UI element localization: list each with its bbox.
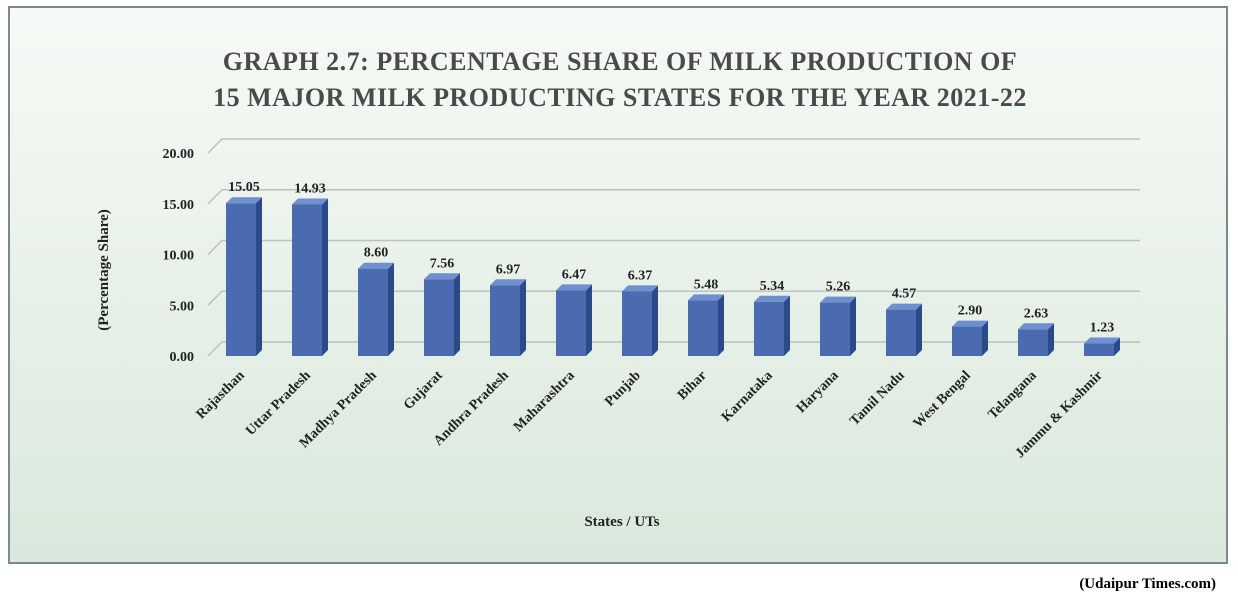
- bar: [424, 273, 460, 356]
- data-label: 7.56: [430, 256, 455, 271]
- data-label: 5.34: [760, 279, 785, 294]
- bar: [556, 284, 592, 356]
- bar: [622, 285, 658, 356]
- gridline: [207, 189, 1140, 205]
- bar: [1084, 337, 1120, 356]
- x-tick-label: Telangana: [986, 368, 1040, 422]
- x-tick-label: Karnataka: [719, 368, 776, 425]
- y-tick-labels: 0.00 5.00 10.00 15.00 20.00: [163, 147, 195, 365]
- x-tick-label: West Bengal: [911, 368, 974, 431]
- chart-panel: GRAPH 2.7: PERCENTAGE SHARE OF MILK PROD…: [8, 6, 1228, 564]
- bar: [226, 197, 262, 356]
- bar: [358, 262, 394, 356]
- source-credit: (Udaipur Times.com): [1079, 576, 1216, 592]
- y-tick-label: 15.00: [163, 198, 195, 213]
- data-label: 2.63: [1024, 306, 1049, 321]
- y-tick-label: 20.00: [163, 147, 195, 162]
- data-label: 14.93: [294, 181, 326, 196]
- x-tick-label: Haryana: [794, 368, 842, 416]
- bars: [226, 197, 1120, 356]
- gridline: [207, 239, 1140, 256]
- x-tick-label: Gujarat: [401, 368, 446, 413]
- y-axis-label: (Percentage Share): [96, 209, 112, 331]
- x-tick-label: Rajasthan: [194, 368, 248, 422]
- x-tick-label: Uttar Pradesh: [243, 368, 314, 439]
- x-tick-label: Bihar: [675, 368, 710, 403]
- data-label: 2.90: [958, 304, 983, 319]
- gridlines: [207, 138, 1140, 357]
- gridline: [207, 341, 1140, 357]
- bar: [1018, 323, 1054, 356]
- data-label: 6.37: [628, 268, 653, 283]
- data-label: 6.97: [496, 262, 521, 277]
- y-tick-label: 5.00: [170, 299, 195, 314]
- bar: [490, 279, 526, 356]
- bar-chart: 0.00 5.00 10.00 15.00 20.00 15.05 14.93 8.60 7.…: [96, 138, 1140, 530]
- data-label: 8.60: [364, 246, 389, 261]
- data-label: 5.26: [826, 280, 851, 295]
- bar: [688, 294, 724, 356]
- data-label: 1.23: [1090, 321, 1115, 336]
- data-labels: 15.05 14.93 8.60 7.56 6.97 6.47 6.37 5.48 5.34 5.…: [228, 180, 1114, 335]
- data-label: 5.48: [694, 277, 719, 292]
- x-tick-label: Maharashtra: [511, 368, 578, 435]
- y-tick-label: 10.00: [163, 249, 195, 264]
- bar: [952, 320, 988, 356]
- y-tick-label: 0.00: [170, 350, 195, 365]
- x-tick-label: Tamil Nadu: [847, 368, 908, 429]
- x-axis-label: States / UTs: [584, 514, 659, 530]
- data-label: 4.57: [892, 287, 917, 302]
- chart-title-line-1: GRAPH 2.7: PERCENTAGE SHARE OF MILK PROD…: [222, 47, 1018, 76]
- data-label: 6.47: [562, 267, 587, 282]
- bar: [820, 296, 856, 356]
- data-label: 15.05: [228, 180, 260, 195]
- bar: [292, 198, 328, 356]
- bar: [886, 303, 922, 356]
- x-tick-label: Punjab: [602, 368, 644, 410]
- gridline: [207, 138, 1140, 154]
- bar: [754, 295, 790, 356]
- chart-title: GRAPH 2.7: PERCENTAGE SHARE OF MILK PROD…: [10, 44, 1230, 116]
- chart-title-line-2: 15 MAJOR MILK PRODUCTING STATES FOR THE …: [213, 83, 1027, 112]
- gridline: [207, 290, 1140, 306]
